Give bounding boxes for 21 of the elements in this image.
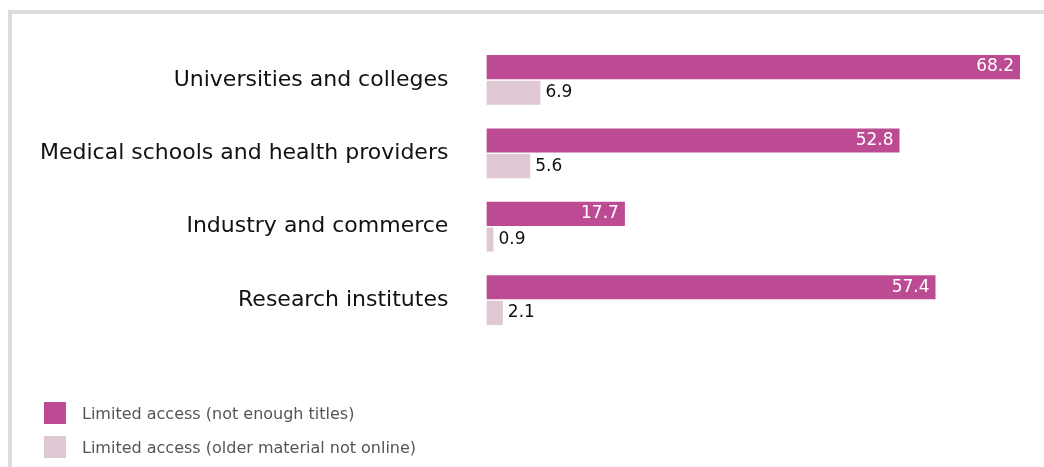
data-label: 0.9 (498, 227, 526, 248)
data-label: 5.6 (535, 154, 563, 175)
data-label: 52.8 (855, 128, 894, 149)
data-label: 17.7 (581, 202, 619, 223)
data-label: 6.9 (545, 81, 573, 102)
data-label: 57.4 (891, 275, 930, 296)
data-label: 68.2 (976, 55, 1014, 76)
y-tick-label: Research institutes (238, 285, 449, 311)
bar (486, 54, 1020, 80)
bar (486, 128, 900, 153)
bar (486, 300, 503, 326)
bar (486, 80, 541, 105)
data-label: 2.1 (507, 301, 535, 322)
bar (486, 154, 531, 179)
y-tick-label: Universities and colleges (173, 65, 449, 91)
y-tick-label: Industry and commerce (186, 212, 449, 238)
y-tick-label: Medical schools and health providers (39, 139, 449, 165)
bar (486, 201, 625, 226)
legend-label: Limited access (not enough titles) (82, 403, 355, 423)
bar (486, 275, 936, 300)
legend-label: Limited access (older material not online) (82, 437, 417, 457)
